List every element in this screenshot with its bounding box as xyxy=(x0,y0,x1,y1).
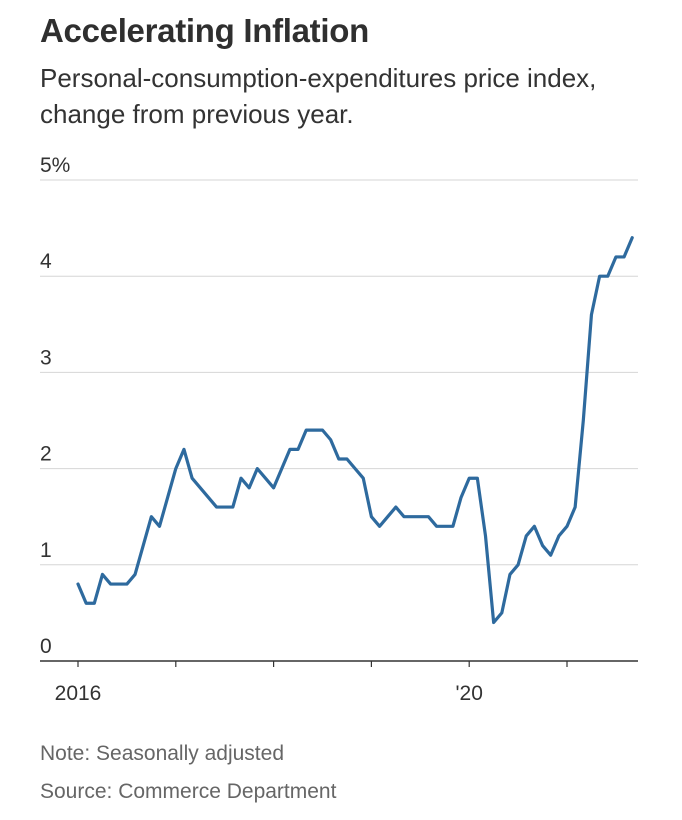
x-axis: 2016 '20 xyxy=(40,660,638,705)
pce-series-line xyxy=(76,236,634,625)
y-tick-label: 4 xyxy=(40,250,52,273)
y-tick-label: 2 xyxy=(40,443,52,466)
y-tick-label: 1 xyxy=(40,539,52,562)
chart-note: Note: Seasonally adjusted xyxy=(40,742,284,765)
series-layer xyxy=(76,236,634,625)
y-tick-label: 0 xyxy=(40,635,52,658)
chart-subtitle: Personal-consumption-expenditures price … xyxy=(40,63,597,129)
line-chart: 0 1 2 3 4 5% 2016 '20 xyxy=(40,154,638,705)
chart-source: Source: Commerce Department xyxy=(40,780,337,803)
x-tick-label: '20 xyxy=(456,682,483,705)
y-axis-labels: 0 1 2 3 4 5% xyxy=(40,154,70,658)
grid-lines xyxy=(40,179,638,566)
x-tick-label: 2016 xyxy=(55,682,102,705)
chart-title: Accelerating Inflation xyxy=(40,12,369,49)
y-tick-label: 5% xyxy=(40,154,70,177)
y-tick-label: 3 xyxy=(40,346,52,369)
